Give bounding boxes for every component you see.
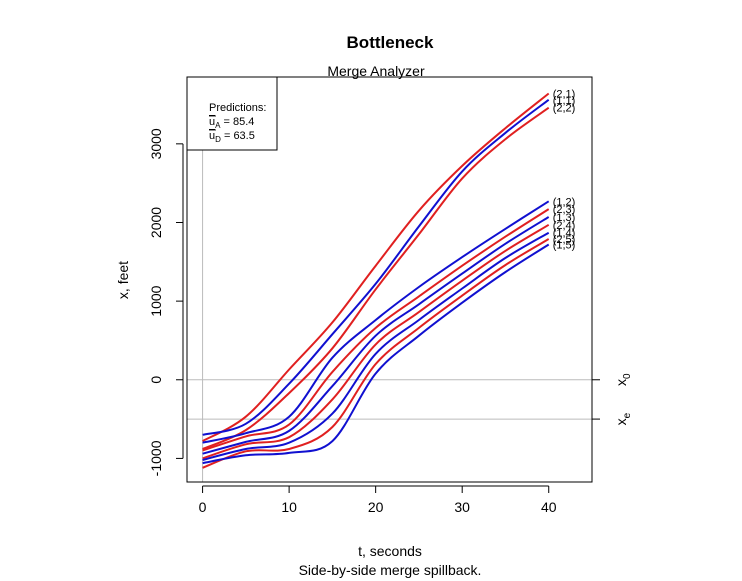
chart-subtitle: Merge Analyzer [327,63,425,79]
chart-caption: Side-by-side merge spillback. [299,562,482,578]
legend-entry-0: uA = 85.4 [209,116,254,130]
series-line-8 [202,238,550,469]
series-label-9: (1,5) [553,240,576,252]
series-label-4: (2,3) [553,204,576,216]
x-tick-label-1: 10 [281,499,297,515]
y-tick-label-2: 1000 [148,285,164,316]
series-lines [202,92,550,469]
x-tick-label-0: 0 [199,499,207,515]
x-tick-label-4: 40 [541,499,557,515]
series-label-6: (2,4) [553,220,576,232]
series-labels: (2,1)(1,1)(2,2) (1,2)(2,3)(1,3)(2,4)(1,4)… [553,89,576,252]
series-line-0 [202,92,550,442]
chart-title: Bottleneck [347,33,434,52]
x-tick-label-3: 30 [454,499,470,515]
y-tick-label-3: 2000 [148,207,164,238]
y-axis: -1000 0 1000 2000 3000 [148,128,184,476]
series-line-9 [202,243,550,465]
x-tick-label-2: 20 [368,499,384,515]
series-line-7 [202,231,550,461]
x-axis: 0 10 20 30 40 [199,485,557,515]
x-axis-label: t, seconds [358,543,422,559]
series-line-5 [202,216,550,455]
series-line-6 [202,223,550,460]
series-line-4 [202,208,550,452]
series-label-3: (1,2) [553,196,576,208]
right-tick-label-1: xe [613,412,633,425]
legend-entry-1: uD = 63.5 [209,130,255,144]
series-label-5: (1,3) [553,212,576,224]
y-tick-label-1: 0 [148,376,164,384]
y-tick-label-4: 3000 [148,128,164,159]
series-line-2 [202,106,550,450]
series-label-0: (2,1) [553,89,576,101]
y-tick-label-0: -1000 [148,440,164,476]
series-label-2: (2,2) [553,103,576,115]
series-label-7: (1,4) [553,228,576,240]
right-tick-label-0: x0 [613,373,633,386]
series-line-1 [202,99,550,436]
series-line-3 [202,200,550,444]
right-axis: x0 xe [592,373,633,425]
legend-header: Predictions: [209,102,266,114]
series-label-1: (1,1) [553,95,576,107]
legend: Predictions: uA = 85.4uD = 63.5 [186,76,278,151]
plot-frame [186,76,593,483]
y-axis-label: x, feet [115,261,131,299]
series-label-8: (2,5) [553,234,576,246]
legend-box [186,76,278,151]
